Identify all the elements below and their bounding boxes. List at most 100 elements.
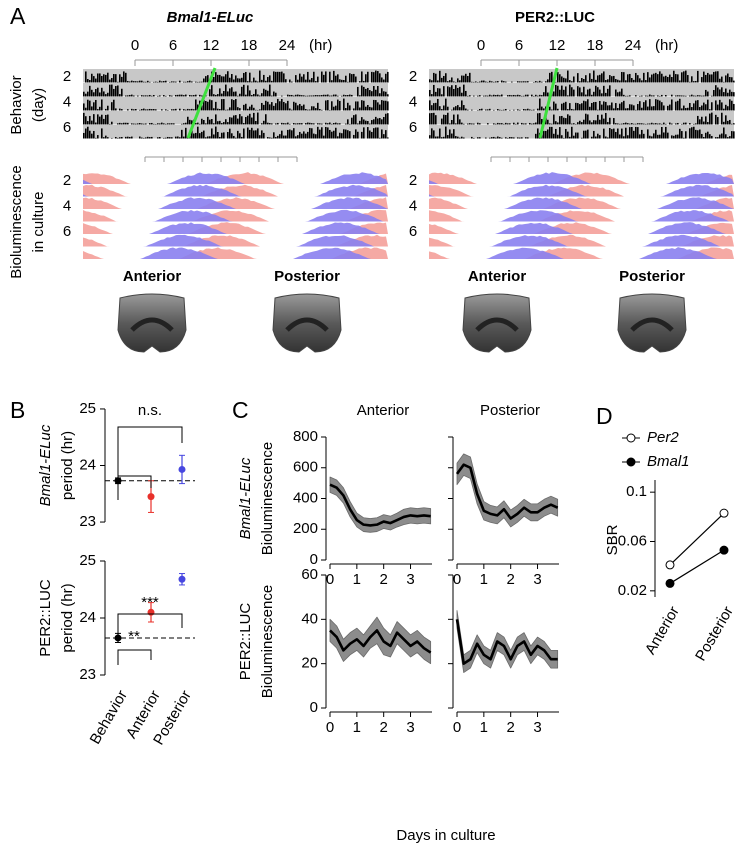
decoration: [223, 99, 225, 111]
decoration: [547, 92, 549, 97]
decoration: [363, 86, 365, 97]
decoration: [505, 137, 507, 139]
decoration: [243, 128, 245, 139]
decoration: [565, 118, 567, 125]
decoration: [297, 123, 299, 125]
decoration: [89, 115, 91, 125]
decoration: [493, 94, 495, 97]
decoration: [495, 123, 497, 125]
decoration: [85, 107, 87, 111]
decoration: [259, 70, 261, 83]
decoration: [363, 80, 365, 83]
decoration: [175, 108, 177, 111]
decoration: [527, 94, 529, 97]
x-axis-label: Days in culture: [396, 827, 495, 844]
decoration: [473, 137, 475, 139]
decoration: [173, 123, 175, 125]
decoration: [207, 75, 209, 83]
decoration: [429, 197, 734, 209]
decoration: [163, 95, 165, 97]
decoration: [83, 197, 388, 209]
decoration: [367, 104, 369, 111]
panel-label: B: [10, 397, 25, 423]
decoration: [623, 94, 625, 97]
decoration: [517, 109, 519, 111]
decoration: [447, 135, 449, 139]
decoration: [685, 95, 687, 97]
decoration: [609, 85, 611, 97]
decoration: [225, 109, 227, 111]
decoration: [477, 137, 479, 139]
decoration: [655, 72, 657, 83]
decoration: [705, 74, 707, 83]
decoration: [565, 78, 567, 83]
decoration: [221, 93, 223, 97]
decoration: [733, 123, 735, 125]
decoration: [157, 123, 159, 125]
decoration: [445, 114, 447, 125]
decoration: [477, 122, 479, 125]
decoration: [497, 122, 499, 125]
decoration: [489, 94, 491, 97]
decoration: [285, 135, 287, 139]
decoration: [295, 136, 297, 139]
decoration: [285, 123, 287, 125]
decoration: [311, 128, 313, 139]
decoration: [147, 95, 149, 97]
decoration: [537, 128, 539, 139]
decoration: [437, 80, 439, 83]
x-tick-label: 2: [507, 719, 515, 736]
decoration: [271, 102, 273, 111]
decoration: [115, 108, 117, 111]
decoration: [297, 79, 299, 83]
decoration: [205, 76, 207, 83]
decoration: [679, 95, 681, 97]
decoration: [639, 101, 641, 111]
decoration: [575, 132, 577, 139]
decoration: [633, 123, 635, 125]
decoration: [479, 109, 481, 111]
decoration: [321, 95, 323, 97]
decoration: [505, 122, 507, 125]
decoration: [617, 123, 619, 125]
decoration: [697, 100, 699, 111]
decoration: [719, 78, 721, 83]
decoration: [493, 81, 495, 83]
decoration: [635, 72, 637, 83]
decoration: [87, 121, 89, 125]
decoration: [95, 122, 97, 125]
decoration: [187, 116, 189, 125]
decoration: [239, 108, 241, 111]
decoration: [369, 106, 371, 111]
decoration: [623, 136, 625, 139]
decoration: [441, 77, 443, 83]
decoration: [701, 77, 703, 83]
decoration: [325, 122, 327, 125]
decoration: [305, 95, 307, 97]
decoration: [721, 102, 723, 111]
decoration: [269, 75, 271, 83]
decoration: [447, 86, 449, 97]
decoration: [669, 122, 671, 125]
decoration: [357, 131, 359, 139]
decoration: [186, 67, 217, 139]
decoration: [173, 81, 175, 83]
decoration: [261, 123, 263, 125]
decoration: [677, 134, 679, 139]
decoration: [189, 109, 191, 111]
decoration: [573, 89, 575, 97]
decoration: [609, 75, 611, 83]
decoration: [693, 126, 695, 139]
decoration: [545, 81, 547, 83]
decoration: [355, 76, 357, 83]
decoration: [311, 78, 313, 83]
decoration: [335, 94, 337, 97]
decoration: [727, 73, 729, 83]
decoration: [659, 95, 661, 97]
decoration: [455, 123, 457, 125]
decoration: [149, 123, 151, 125]
decoration: [665, 75, 667, 83]
decoration: [91, 120, 93, 125]
decoration: [609, 105, 611, 111]
decoration: [387, 94, 389, 97]
